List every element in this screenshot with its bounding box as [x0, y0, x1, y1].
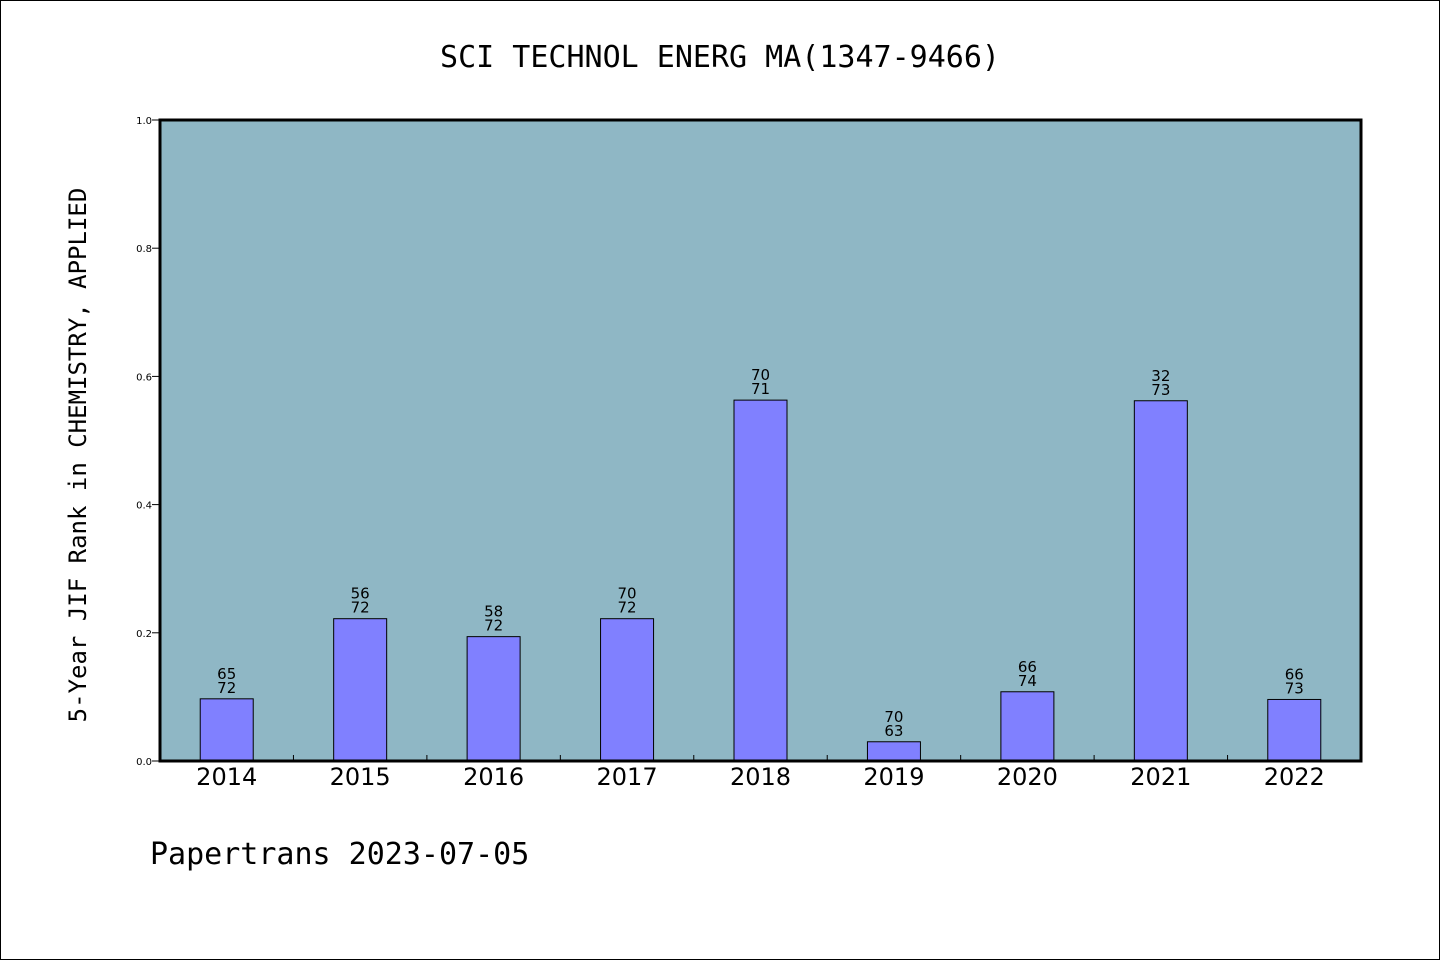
- y-axis-label: 5-Year JIF Rank in CHEMISTRY, APPLIED: [64, 188, 92, 723]
- bar-label-top: 58: [484, 603, 503, 621]
- bar-label-bottom: 72: [618, 599, 637, 617]
- bar-label-bottom: 73: [1285, 679, 1304, 697]
- bar-label-bottom: 72: [217, 679, 236, 697]
- x-tick-label: 2014: [196, 763, 257, 791]
- x-tick-label: 2016: [463, 763, 524, 791]
- bar-label-bottom: 73: [1151, 381, 1170, 399]
- bar: [333, 618, 388, 762]
- x-tick-label: 2017: [597, 763, 658, 791]
- bar-label-top: 70: [618, 585, 637, 603]
- bar-label-top: 66: [1018, 658, 1037, 676]
- bar-label-top: 56: [351, 585, 370, 603]
- bar: [733, 399, 788, 762]
- chart-title: SCI TECHNOL ENERG MA(1347-9466): [440, 40, 1000, 75]
- bar-label-top: 32: [1151, 367, 1170, 385]
- y-tick-label: 0.2: [136, 629, 152, 640]
- bar: [466, 636, 521, 762]
- x-ticks: 2014 2015 2016 2017 2018 2019 2020 2021 2022: [196, 755, 1325, 791]
- bar: [1133, 400, 1188, 762]
- bar-label-bottom: 71: [751, 380, 770, 398]
- bar-label-top: 65: [217, 665, 236, 683]
- footer-credit: Papertrans 2023-07-05: [150, 837, 529, 872]
- bar-label-top: 70: [751, 366, 770, 384]
- bar-label-top: 70: [884, 708, 903, 726]
- bar: [866, 741, 921, 762]
- x-tick-label: 2019: [863, 763, 924, 791]
- y-tick-label: 0.6: [136, 372, 152, 383]
- bar-label-bottom: 72: [351, 599, 370, 617]
- bar: [199, 698, 254, 762]
- x-tick-label: 2020: [997, 763, 1058, 791]
- x-tick-label: 2021: [1130, 763, 1191, 791]
- bar: [1267, 698, 1322, 762]
- bar: [1000, 691, 1055, 762]
- y-tick-label: 0.8: [136, 244, 152, 255]
- bar: [600, 618, 655, 762]
- bar-label-top: 66: [1285, 665, 1304, 683]
- x-tick-label: 2015: [330, 763, 391, 791]
- y-tick-label: 0.0: [136, 757, 152, 768]
- bar-label-bottom: 74: [1018, 672, 1037, 690]
- y-tick-label: 0.4: [136, 501, 152, 512]
- bar-label-bottom: 72: [484, 617, 503, 635]
- y-tick-label: 1.0: [136, 116, 152, 127]
- x-tick-label: 2022: [1264, 763, 1325, 791]
- y-ticks: 0.0 0.2 0.4 0.6 0.8 1.0: [136, 116, 160, 768]
- x-tick-label: 2018: [730, 763, 791, 791]
- plot-border: [158, 118, 1363, 763]
- bar-label-bottom: 63: [884, 722, 903, 740]
